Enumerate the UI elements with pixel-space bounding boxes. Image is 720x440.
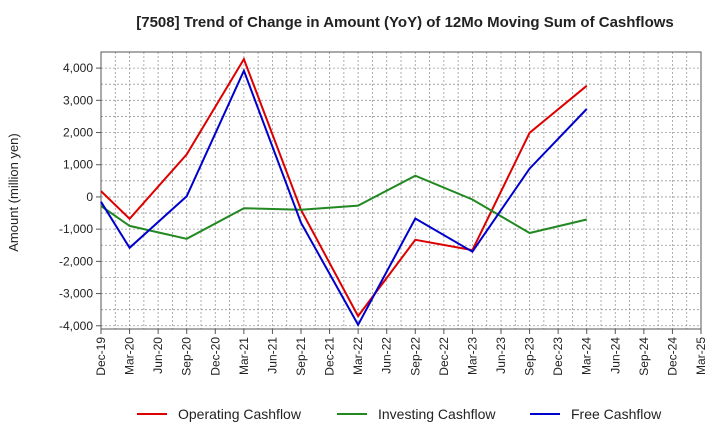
y-axis-title: Amount (million yen) xyxy=(6,133,21,252)
x-tick-label: Dec-23 xyxy=(551,337,565,376)
x-tick-label: Sep-20 xyxy=(180,337,194,376)
x-tick-label: Sep-23 xyxy=(523,337,537,376)
x-tick-label: Dec-20 xyxy=(208,337,222,376)
x-tick-label: Sep-22 xyxy=(408,337,422,376)
x-tick-label: Mar-23 xyxy=(465,337,479,375)
series-line-investing-cashflow xyxy=(100,174,587,240)
x-axis: Dec-19 Mar-20 Jun-20 Sep-20 Dec-20 Mar-21 Jun-… xyxy=(94,329,708,376)
x-tick-label: Sep-24 xyxy=(637,337,651,376)
x-tick-label: Dec-22 xyxy=(437,337,451,376)
x-tick-label: Dec-21 xyxy=(323,337,337,376)
x-tick-label: Mar-21 xyxy=(237,337,251,375)
y-tick-label: 4,000 xyxy=(63,61,93,75)
plot-frame xyxy=(100,51,702,330)
series-line-free-cashflow xyxy=(100,68,588,327)
x-tick-label: Mar-24 xyxy=(580,337,594,375)
x-tick-label: Mar-25 xyxy=(694,337,708,375)
y-tick-label: -1,000 xyxy=(59,222,93,236)
y-tick-label: 3,000 xyxy=(63,93,93,107)
x-tick-label: Jun-20 xyxy=(151,337,165,374)
y-tick-label: 1,000 xyxy=(63,158,93,172)
y-tick-label: -3,000 xyxy=(59,287,93,301)
y-tick-label: 0 xyxy=(86,190,93,204)
x-tick-label: Jun-24 xyxy=(608,337,622,374)
y-tick-label: -4,000 xyxy=(59,319,93,333)
y-tick-label: 2,000 xyxy=(63,126,93,140)
series-lines xyxy=(100,56,588,327)
x-tick-label: Mar-20 xyxy=(123,337,137,375)
x-tick-label: Dec-19 xyxy=(94,337,108,376)
legend: Operating Cashflow Investing Cashflow Free… xyxy=(137,406,662,422)
grid xyxy=(100,52,702,329)
y-tick-label: -2,000 xyxy=(59,254,93,268)
legend-label: Investing Cashflow xyxy=(378,406,496,422)
series-line-operating-cashflow xyxy=(100,56,588,318)
x-tick-label: Mar-22 xyxy=(351,337,365,375)
x-tick-label: Jun-22 xyxy=(380,337,394,374)
y-axis: 4,000 3,000 2,000 1,000 0 -1,000 -2,000 -3,000 -… xyxy=(59,61,101,333)
x-tick-label: Dec-24 xyxy=(665,337,679,376)
x-tick-label: Sep-21 xyxy=(294,337,308,376)
x-tick-label: Jun-21 xyxy=(265,337,279,374)
legend-label: Operating Cashflow xyxy=(178,406,302,422)
chart-title: [7508] Trend of Change in Amount (YoY) o… xyxy=(136,14,674,31)
legend-label: Free Cashflow xyxy=(571,406,662,422)
x-tick-label: Jun-23 xyxy=(494,337,508,374)
